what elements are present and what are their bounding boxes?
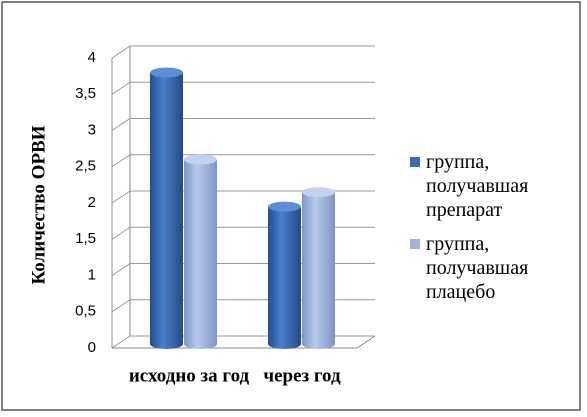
y-tick-label: 3,5 <box>75 85 96 102</box>
bar-base <box>268 339 301 349</box>
bar-cap <box>150 67 183 78</box>
x-tick-label: исходно за год <box>129 365 250 386</box>
x-tick-label: через год <box>263 365 341 386</box>
bar-cap <box>302 187 335 198</box>
y-tick-label: 0,5 <box>75 303 96 320</box>
grid-line <box>111 154 375 168</box>
bar <box>268 206 301 344</box>
y-tick-label: 1 <box>88 266 96 283</box>
bar <box>184 159 217 344</box>
y-tick-label: 2 <box>88 194 96 211</box>
bar <box>302 192 335 344</box>
bar-base <box>184 339 217 349</box>
y-tick-label: 0 <box>88 339 96 356</box>
legend-label: группа, получавшая препарат <box>426 151 529 221</box>
legend-item: группа, получавшая плацебо <box>410 232 570 304</box>
grid-line <box>111 81 375 95</box>
legend-swatch <box>410 239 420 249</box>
bar-base <box>150 339 183 349</box>
legend-label: группа, получавшая плацебо <box>426 233 529 303</box>
y-tick-label: 2,5 <box>75 158 96 175</box>
legend-item: группа, получавшая препарат <box>410 150 570 222</box>
y-tick-label: 1,5 <box>75 230 96 247</box>
bar-cap <box>268 201 301 212</box>
legend-swatch <box>410 157 420 167</box>
grid-line <box>111 190 375 204</box>
bar <box>150 72 183 344</box>
y-tick-label: 4 <box>88 49 96 66</box>
bar-base <box>302 339 335 349</box>
bar-cap <box>184 154 217 165</box>
y-axis-label: Количество ОРВИ <box>28 125 49 284</box>
legend: группа, получавшая препарат группа, получ… <box>410 150 570 314</box>
y-tick-label: 3 <box>88 121 96 138</box>
grid-line <box>111 118 375 131</box>
grid-line <box>111 45 375 59</box>
